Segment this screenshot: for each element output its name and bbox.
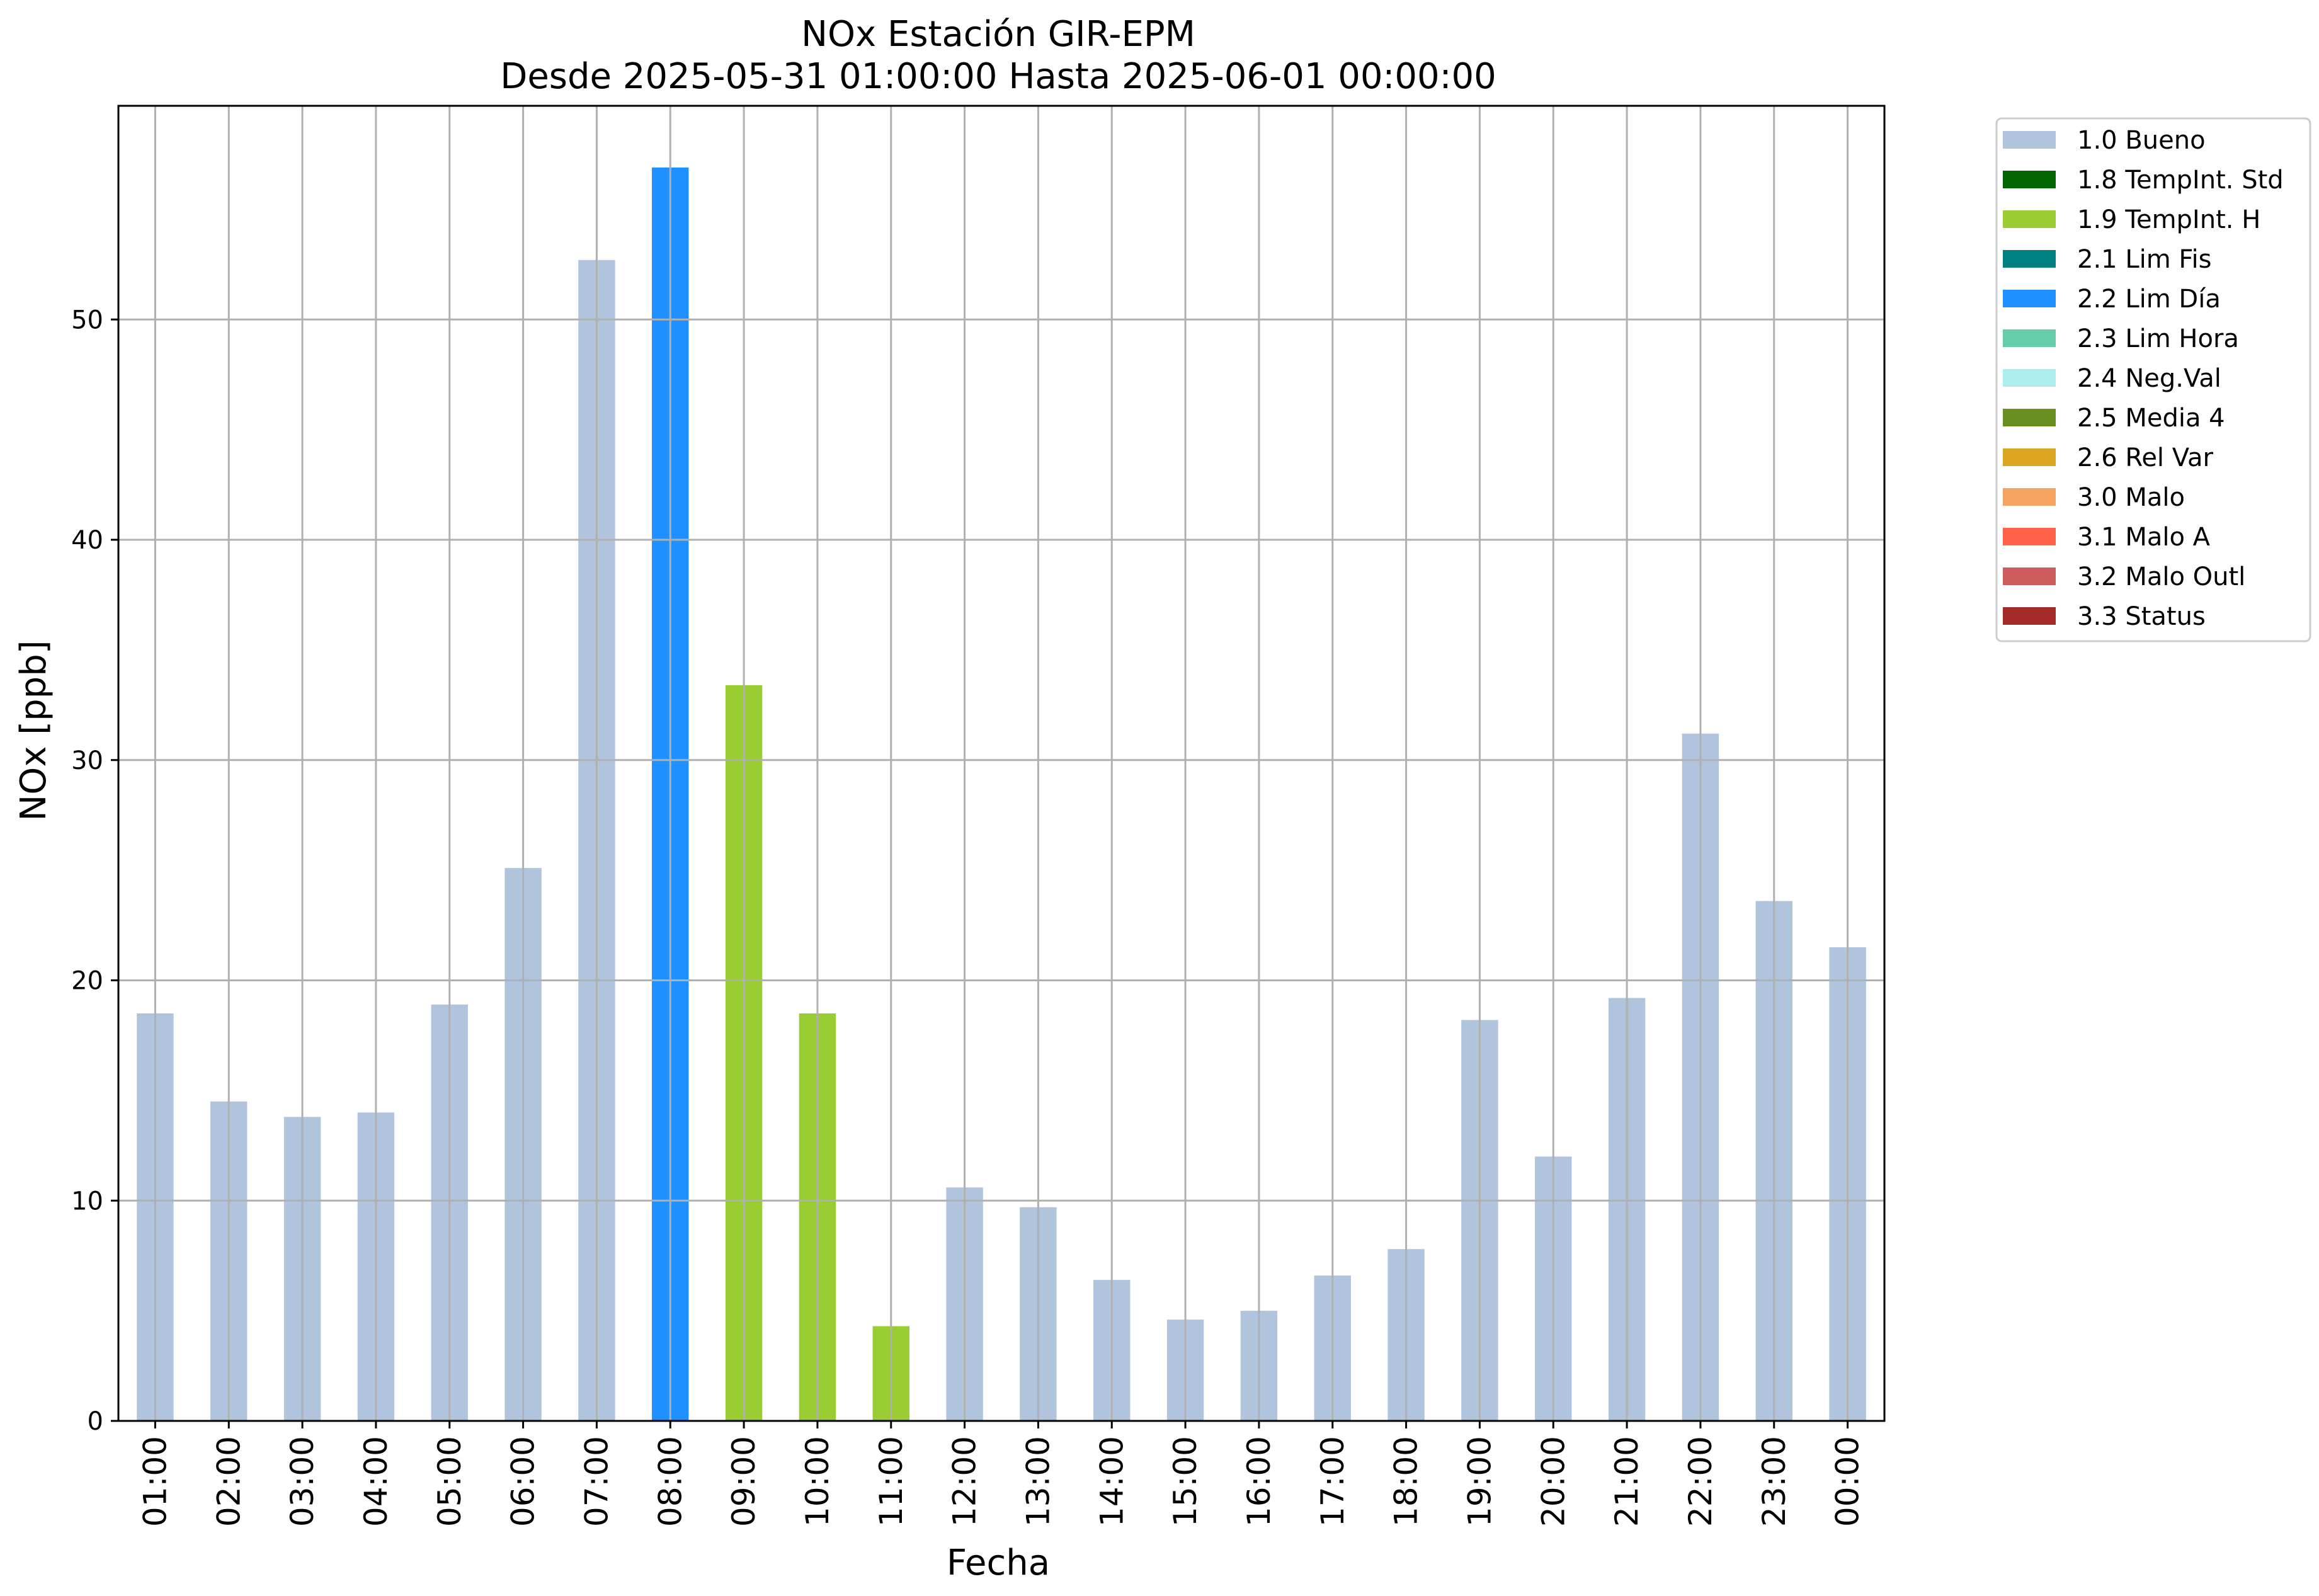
- x-tick-label: 06:00: [505, 1436, 542, 1527]
- x-tick-label: 10:00: [799, 1436, 836, 1527]
- x-tick-label: 16:00: [1241, 1436, 1277, 1527]
- x-tick-label: 05:00: [431, 1436, 468, 1527]
- x-tick-label: 11:00: [873, 1436, 909, 1527]
- legend-swatch: [2003, 131, 2056, 149]
- legend-label: 2.3 Lim Hora: [2077, 324, 2239, 353]
- chart-subtitle: Desde 2025-05-31 01:00:00 Hasta 2025-06-…: [500, 56, 1496, 97]
- legend-items: 1.0 Bueno 1.8 TempInt. Std 1.9 TempInt. H 2…: [2003, 126, 2284, 631]
- x-tick-label: 07:00: [578, 1436, 615, 1527]
- legend-swatch: [2003, 171, 2056, 188]
- x-tick-label: 15:00: [1167, 1436, 1204, 1527]
- legend-swatch: [2003, 290, 2056, 307]
- legend-label: 3.2 Malo Outl: [2077, 562, 2245, 591]
- plot-area: 0 10 20 30 40 50 01:00 02:00 03:00 04:00 05:00 06:…: [71, 105, 1886, 1527]
- x-tick-label: 21:00: [1609, 1436, 1645, 1527]
- plot-background: [118, 106, 1884, 1421]
- legend-label: 3.1 Malo A: [2077, 523, 2211, 552]
- legend-label: 1.0 Bueno: [2077, 126, 2206, 155]
- x-tick-label: 20:00: [1535, 1436, 1571, 1527]
- y-tick-label: 20: [71, 967, 103, 996]
- y-tick-label: 10: [71, 1187, 103, 1216]
- x-tick-label: 08:00: [652, 1436, 688, 1527]
- y-axis-label: NOx [ppb]: [13, 640, 54, 821]
- legend-label: 3.3 Status: [2077, 602, 2206, 631]
- y-axis-ticks: 0 10 20 30 40 50: [71, 305, 118, 1436]
- plot-frame: [117, 105, 1886, 1422]
- legend-swatch: [2003, 448, 2056, 466]
- legend-swatch: [2003, 607, 2056, 625]
- legend-label: 2.5 Media 4: [2077, 404, 2225, 433]
- legend: 1.0 Bueno 1.8 TempInt. Std 1.9 TempInt. H 2…: [1995, 117, 2311, 642]
- legend-swatch: [2003, 369, 2056, 387]
- legend-swatch: [2003, 528, 2056, 545]
- grid-layer: [118, 106, 1884, 1421]
- legend-swatch: [2003, 329, 2056, 347]
- x-tick-label: 14:00: [1093, 1436, 1130, 1527]
- x-tick-label: 09:00: [726, 1436, 762, 1527]
- legend-label: 2.6 Rel Var: [2077, 443, 2214, 472]
- x-tick-label: 19:00: [1461, 1436, 1498, 1527]
- x-tick-label: 17:00: [1314, 1436, 1351, 1527]
- x-tick-label: 23:00: [1756, 1436, 1792, 1527]
- legend-label: 1.9 TempInt. H: [2077, 205, 2260, 234]
- x-tick-label: 04:00: [358, 1436, 394, 1527]
- x-tick-label: 13:00: [1020, 1436, 1056, 1527]
- legend-box: [1995, 117, 2311, 642]
- y-tick-label: 40: [71, 526, 103, 555]
- legend-swatch: [2003, 210, 2056, 228]
- legend-label: 2.2 Lim Día: [2077, 285, 2221, 314]
- x-tick-label: 01:00: [137, 1436, 173, 1527]
- x-axis-ticks: 01:00 02:00 03:00 04:00 05:00 06:00 07:00 08:00…: [137, 1421, 1866, 1527]
- y-tick-label: 30: [71, 746, 103, 775]
- chart-title: NOx Estación GIR-EPM: [801, 14, 1195, 55]
- x-tick-label: 02:00: [210, 1436, 247, 1527]
- x-tick-label: 12:00: [947, 1436, 983, 1527]
- x-tick-label: 03:00: [284, 1436, 321, 1527]
- legend-label: 1.8 TempInt. Std: [2077, 166, 2284, 195]
- y-tick-label: 0: [88, 1407, 103, 1436]
- legend-label: 3.0 Malo: [2077, 483, 2185, 512]
- x-axis-label: Fecha: [947, 1542, 1050, 1583]
- legend-swatch: [2003, 409, 2056, 426]
- legend-label: 2.4 Neg.Val: [2077, 364, 2221, 393]
- y-tick-label: 50: [71, 305, 103, 334]
- legend-swatch: [2003, 488, 2056, 506]
- x-tick-label: 00:00: [1830, 1436, 1866, 1527]
- legend-swatch: [2003, 250, 2056, 268]
- x-tick-label: 22:00: [1682, 1436, 1719, 1527]
- x-tick-label: 18:00: [1388, 1436, 1425, 1527]
- legend-swatch: [2003, 567, 2056, 585]
- legend-label: 2.1 Lim Fis: [2077, 245, 2211, 274]
